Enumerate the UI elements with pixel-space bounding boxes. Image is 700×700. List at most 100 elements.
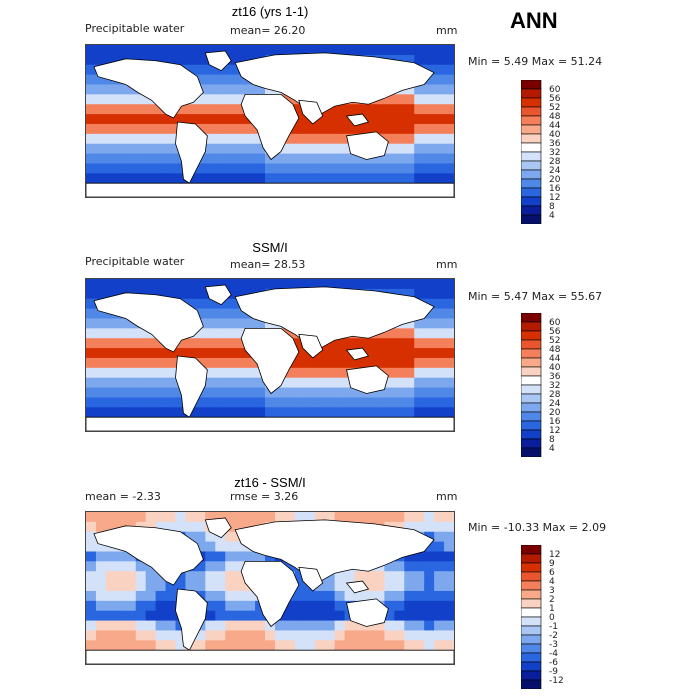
panel-1-title: zt16 (yrs 1-1) bbox=[231, 4, 309, 19]
colorbar-tick-label: 60 bbox=[549, 85, 561, 95]
colorbar-tick-label: 20 bbox=[549, 175, 561, 185]
panel-1-units: mm bbox=[436, 24, 458, 37]
colorbar-swatch bbox=[521, 670, 542, 681]
colorbar-swatch bbox=[521, 313, 542, 323]
colorbar-swatch bbox=[521, 357, 542, 368]
panel-1-map bbox=[85, 44, 455, 198]
colorbar-swatch bbox=[521, 133, 542, 144]
colorbar-swatch bbox=[521, 214, 542, 224]
colorbar-swatch bbox=[521, 393, 542, 404]
colorbar-tick-label: 52 bbox=[549, 336, 560, 346]
colorbar-swatch bbox=[521, 115, 542, 126]
colorbar-swatch bbox=[521, 106, 542, 117]
colorbar-tick-label: 48 bbox=[549, 345, 561, 355]
colorbar-swatch bbox=[521, 420, 542, 431]
colorbar-swatch bbox=[521, 616, 542, 627]
colorbar-swatch bbox=[521, 169, 542, 180]
colorbar-tick-label: 32 bbox=[549, 381, 560, 391]
colorbar-swatch bbox=[521, 553, 542, 564]
colorbar-swatch bbox=[521, 384, 542, 395]
colorbar-swatch bbox=[521, 661, 542, 672]
colorbar-swatch bbox=[521, 429, 542, 440]
colorbar-tick-label: -12 bbox=[549, 676, 564, 686]
panel-3-units: mm bbox=[436, 490, 458, 503]
colorbar-swatch bbox=[521, 151, 542, 162]
colorbar-swatch bbox=[521, 402, 542, 413]
colorbar-tick-label: 16 bbox=[549, 184, 561, 194]
panel-3-title: zt16 - SSM/I bbox=[234, 475, 306, 490]
colorbar-tick-label: 9 bbox=[549, 559, 555, 569]
colorbar-swatch bbox=[521, 178, 542, 189]
colorbar-swatch bbox=[521, 411, 542, 422]
colorbar-tick-label: 52 bbox=[549, 103, 560, 113]
colorbar-tick-label: 56 bbox=[549, 327, 561, 337]
colorbar-tick-label: -6 bbox=[549, 658, 558, 668]
colorbar-tick-label: 20 bbox=[549, 408, 561, 418]
colorbar-swatch bbox=[521, 679, 542, 689]
colorbar-tick-label: 24 bbox=[549, 166, 561, 176]
season-label: ANN bbox=[510, 8, 558, 33]
panel-3-mean-label: mean = -2.33 bbox=[85, 490, 161, 503]
colorbar-swatch bbox=[521, 97, 542, 108]
colorbar-tick-label: 8 bbox=[549, 202, 555, 212]
colorbar-tick-label: 6 bbox=[549, 568, 555, 578]
panel-2-map bbox=[85, 278, 455, 432]
colorbar-tick-label: -4 bbox=[549, 649, 558, 659]
panel-1-minmax: Min = 5.49 Max = 51.24 bbox=[468, 55, 603, 68]
panel-2-units: mm bbox=[436, 258, 458, 271]
colorbar-tick-label: 36 bbox=[549, 372, 561, 382]
colorbar-tick-label: 28 bbox=[549, 390, 561, 400]
panel-2-title: SSM/I bbox=[252, 240, 288, 255]
colorbar-swatch bbox=[521, 348, 542, 359]
colorbar-swatch bbox=[521, 205, 542, 216]
colorbar-swatch bbox=[521, 634, 542, 645]
panel-2-minmax: Min = 5.47 Max = 55.67 bbox=[468, 290, 603, 303]
colorbar-tick-label: 4 bbox=[549, 444, 555, 454]
colorbar-tick-label: -3 bbox=[549, 640, 558, 650]
colorbar-swatch bbox=[521, 571, 542, 582]
colorbar-tick-label: 4 bbox=[549, 577, 555, 587]
colorbar-tick-label: 48 bbox=[549, 112, 561, 122]
colorbar-tick-label: 28 bbox=[549, 157, 561, 167]
colorbar-swatch bbox=[521, 447, 542, 457]
panel-3-minmax: Min = -10.33 Max = 2.09 bbox=[468, 521, 607, 534]
colorbar-swatch bbox=[521, 607, 542, 618]
colorbar-tick-label: 44 bbox=[549, 121, 561, 131]
panel-2-left-label: Precipitable water bbox=[85, 255, 185, 268]
panel-1-mean-label: mean= 26.20 bbox=[230, 24, 306, 37]
colorbar-swatch bbox=[521, 142, 542, 153]
colorbar-swatch bbox=[521, 124, 542, 135]
panel-3-colorbar: 12 9 6 4 3 2 1 0 -1 -2 -3 -4 -6 -9 -12 bbox=[521, 545, 591, 689]
colorbar-swatch bbox=[521, 196, 542, 207]
colorbar-swatch bbox=[521, 545, 542, 555]
colorbar-swatch bbox=[521, 321, 542, 332]
colorbar-swatch bbox=[521, 643, 542, 654]
colorbar-tick-label: -2 bbox=[549, 631, 558, 641]
colorbar-tick-label: 0 bbox=[549, 613, 555, 623]
colorbar-tick-label: 60 bbox=[549, 318, 561, 328]
colorbar-tick-label: 4 bbox=[549, 211, 555, 221]
colorbar-tick-label: 3 bbox=[549, 586, 555, 596]
panel-2-colorbar: 60 56 52 48 44 40 36 32 28 24 20 16 12 8 4 bbox=[521, 313, 591, 457]
colorbar-swatch bbox=[521, 80, 542, 90]
colorbar-swatch bbox=[521, 562, 542, 573]
colorbar-swatch bbox=[521, 580, 542, 591]
panel-1-left-label: Precipitable water bbox=[85, 22, 185, 35]
colorbar-swatch bbox=[521, 438, 542, 449]
colorbar-tick-label: 8 bbox=[549, 435, 555, 445]
colorbar-swatch bbox=[521, 339, 542, 350]
colorbar-swatch bbox=[521, 625, 542, 636]
colorbar-tick-label: 24 bbox=[549, 399, 561, 409]
colorbar-tick-label: 12 bbox=[549, 426, 560, 436]
colorbar-swatch bbox=[521, 330, 542, 341]
colorbar-swatch bbox=[521, 187, 542, 198]
colorbar-swatch bbox=[521, 652, 542, 663]
panel-3-map bbox=[85, 511, 455, 665]
panel-1-colorbar: 60 56 52 48 44 40 36 32 28 24 20 16 12 8 4 bbox=[521, 80, 591, 224]
colorbar-tick-label: -9 bbox=[549, 667, 558, 677]
colorbar-tick-label: 44 bbox=[549, 354, 561, 364]
colorbar-tick-label: 40 bbox=[549, 130, 561, 140]
colorbar-tick-label: 1 bbox=[549, 604, 555, 614]
colorbar-swatch bbox=[521, 589, 542, 600]
colorbar-swatch bbox=[521, 375, 542, 386]
